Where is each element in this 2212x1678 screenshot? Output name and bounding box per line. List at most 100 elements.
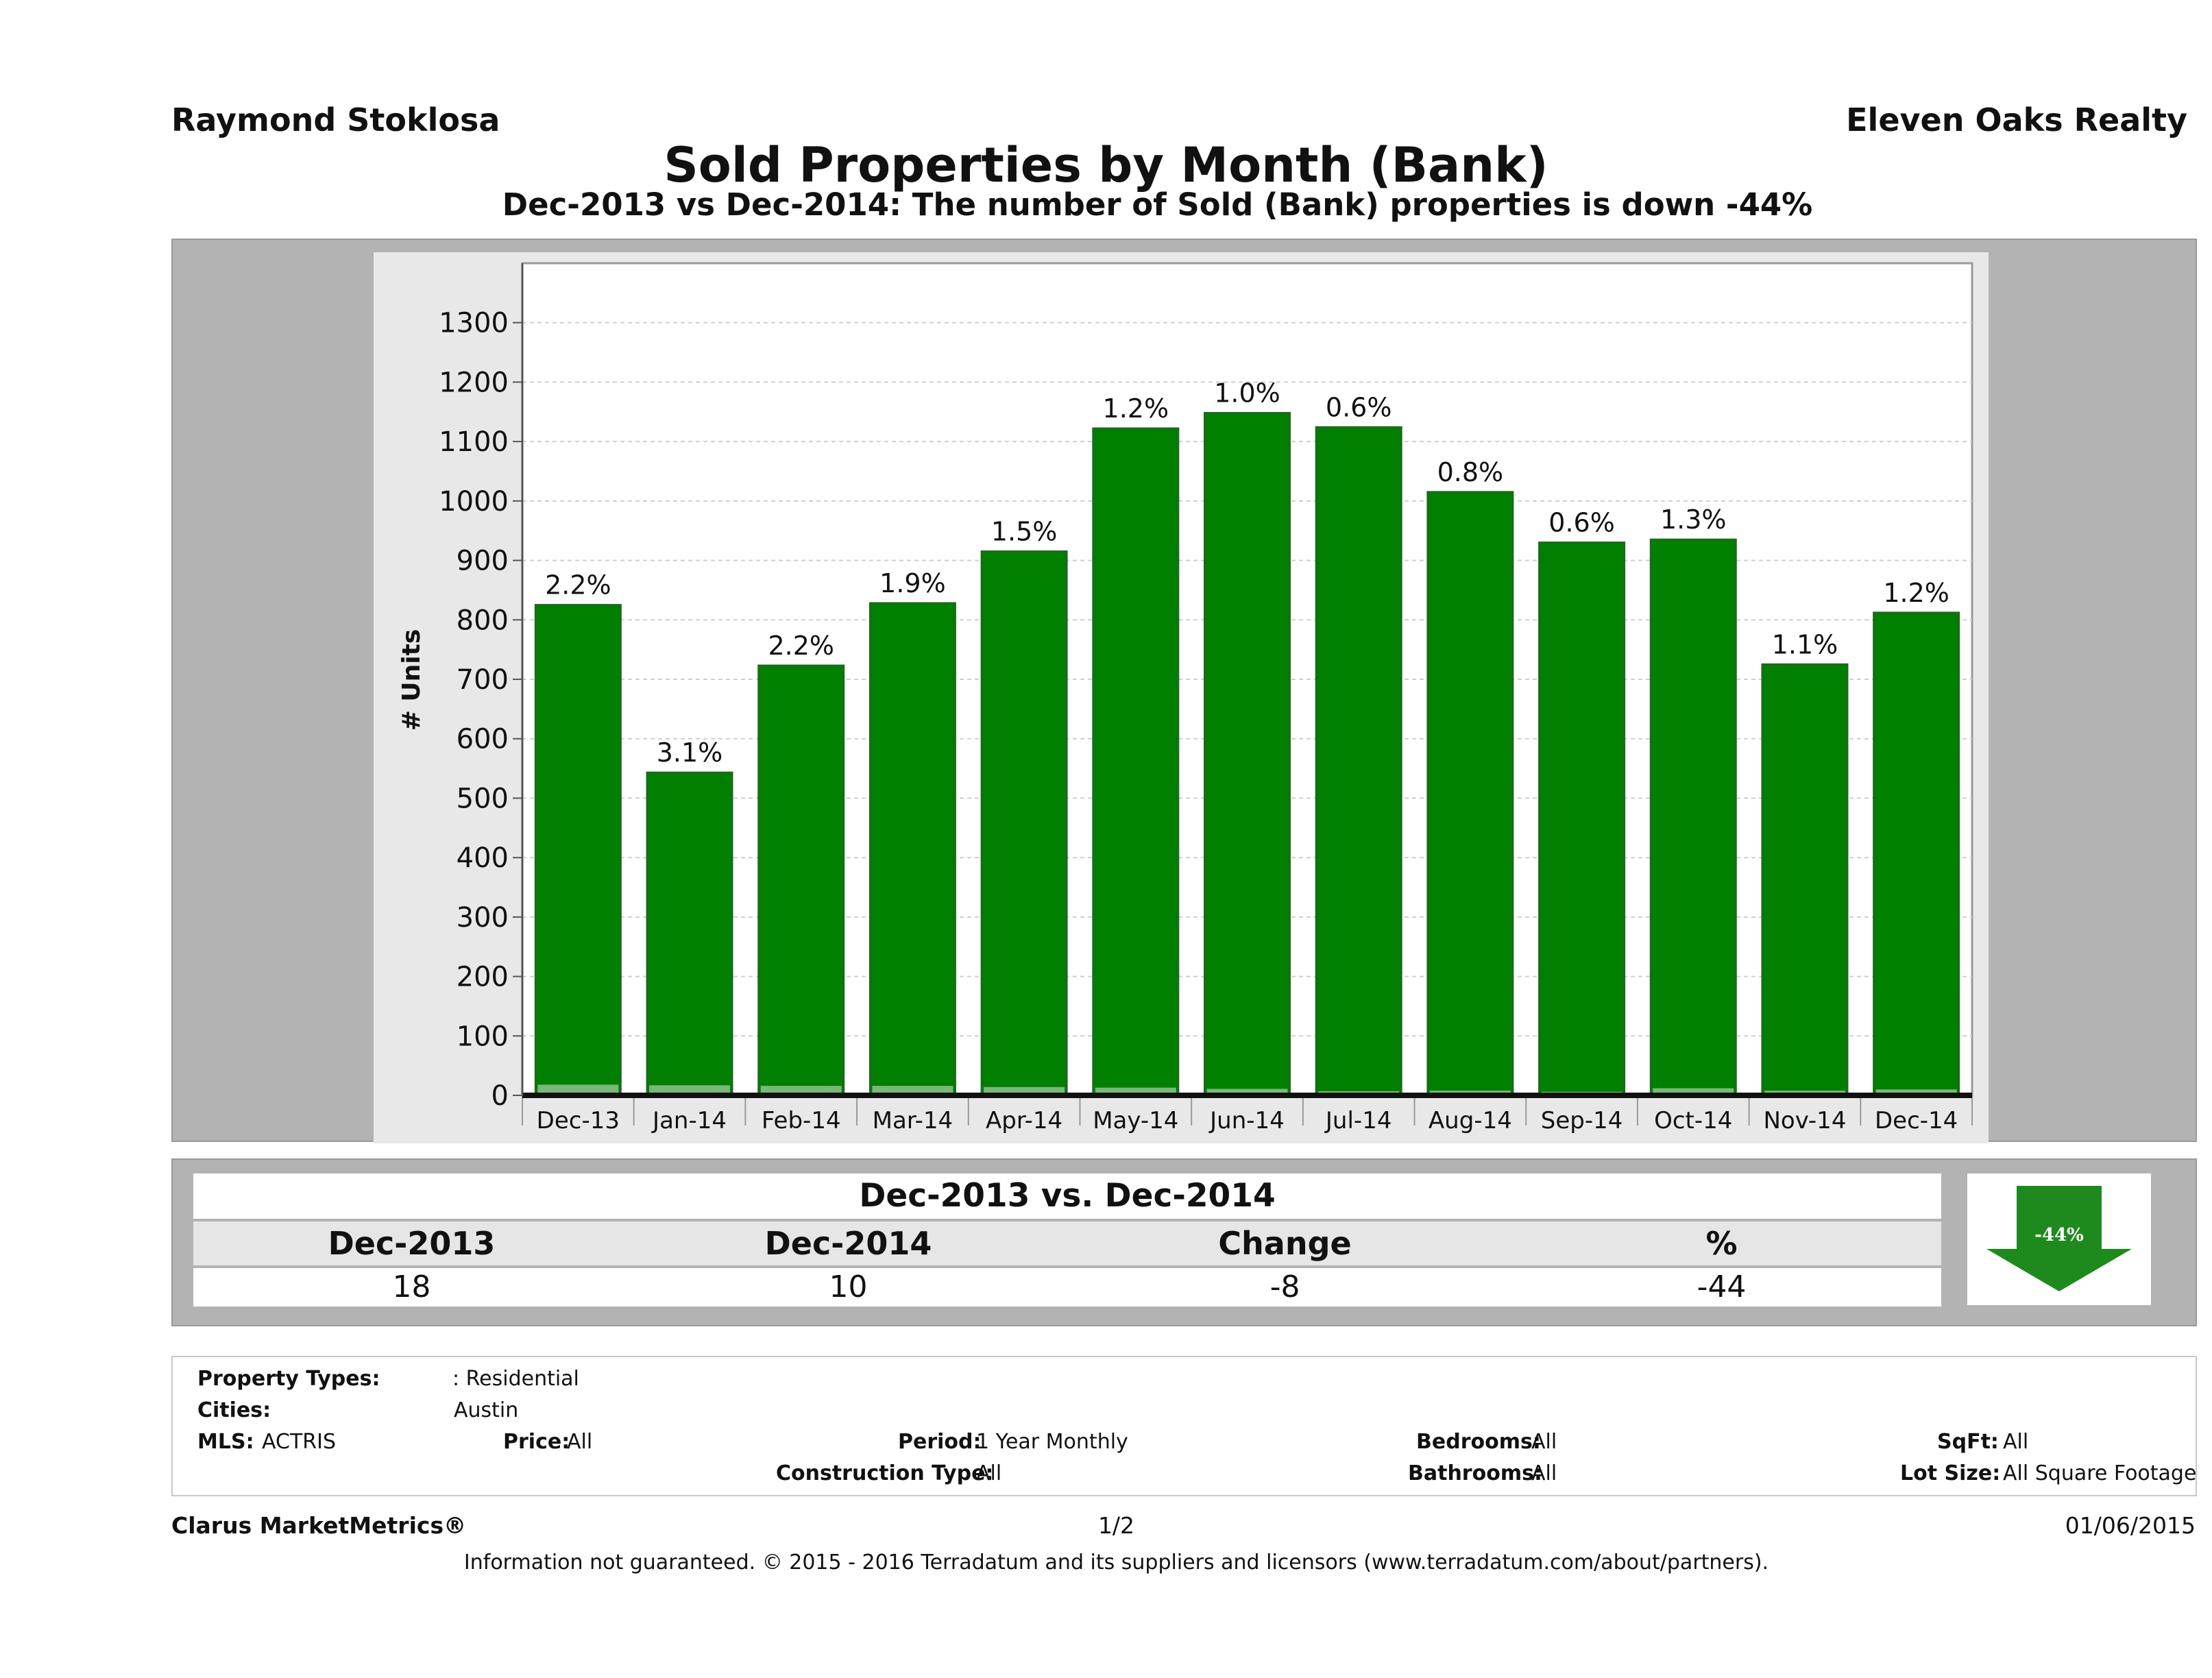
summary-header-change: Change <box>1218 1225 1352 1262</box>
mls-value: ACTRIS <box>262 1430 337 1454</box>
brokerage-name: Eleven Oaks Realty <box>1846 101 2187 138</box>
data-label: 1.9% <box>879 568 946 598</box>
data-label: 1.2% <box>1103 393 1169 424</box>
price-label: Price: <box>503 1430 570 1454</box>
x-tick-label: Feb-14 <box>762 1107 841 1134</box>
y-axis-label: # Units <box>398 629 426 731</box>
summary-title: Dec-2013 vs. Dec-2014 <box>193 1174 1941 1219</box>
down-arrow-shape <box>1986 1186 2132 1291</box>
cities-label: Cities: <box>197 1398 271 1422</box>
change-badge-label: -44% <box>2034 1225 2084 1245</box>
property-types-value: : Residential <box>452 1367 579 1391</box>
price-value: All <box>567 1430 593 1454</box>
x-tick-label: Jan-14 <box>651 1107 727 1134</box>
data-label: 1.5% <box>991 517 1058 547</box>
x-tick-label: May-14 <box>1093 1107 1178 1134</box>
data-label: 0.6% <box>1326 392 1392 422</box>
bar <box>646 771 733 1097</box>
x-tick-label: Dec-13 <box>537 1107 620 1134</box>
x-tick-label: Aug-14 <box>1429 1107 1512 1134</box>
disclaimer: Information not guaranteed. © 2015 - 201… <box>463 1551 1769 1574</box>
y-tick-label: 1200 <box>439 367 509 398</box>
cities-value: Austin <box>454 1398 519 1422</box>
bathrooms-label: Bathrooms: <box>1408 1461 1542 1485</box>
bedrooms-label: Bedrooms: <box>1416 1430 1541 1454</box>
summary-header-row: Dec-2013 Dec-2014 Change % <box>193 1221 1941 1265</box>
bar <box>1538 542 1626 1097</box>
summary-header-percent: % <box>1705 1225 1738 1262</box>
data-label: 3.1% <box>657 738 723 768</box>
construction-type-label: Construction Type: <box>776 1461 994 1485</box>
y-tick-label: 900 <box>457 546 509 577</box>
sqft-value: All <box>2003 1430 2029 1454</box>
data-label: 1.1% <box>1772 629 1838 659</box>
y-tick-label: 200 <box>457 962 509 993</box>
footer-brand: Clarus MarketMetrics® <box>171 1512 467 1539</box>
y-tick-label: 600 <box>457 724 509 755</box>
down-arrow-icon: -44% <box>1986 1186 2132 1291</box>
y-tick-label: 1300 <box>439 308 509 339</box>
data-label: 1.2% <box>1883 578 1949 608</box>
x-tick-label: Nov-14 <box>1763 1107 1846 1134</box>
y-tick-label: 800 <box>457 605 509 636</box>
data-label: 2.2% <box>545 570 611 600</box>
property-types-label: Property Types: <box>197 1367 380 1391</box>
summary-header-dec2013: Dec-2013 <box>328 1225 496 1262</box>
bathrooms-value: All <box>1531 1461 1557 1485</box>
bank-segment <box>1095 1087 1176 1095</box>
data-label: 2.2% <box>768 631 834 661</box>
bank-segment <box>1875 1089 1957 1095</box>
period-value: 1 Year Monthly <box>976 1430 1128 1454</box>
bedrooms-value: All <box>1531 1430 1557 1454</box>
y-tick-label: 1100 <box>439 426 509 458</box>
bar <box>1426 491 1514 1097</box>
report-filters: Property Types: : Residential Cities: Au… <box>171 1356 2197 1496</box>
bar <box>1873 611 1960 1097</box>
summary-value-dec2014: 10 <box>829 1269 868 1304</box>
lot-size-label: Lot Size: <box>1900 1461 2001 1485</box>
bar <box>980 550 1068 1097</box>
x-tick-label: Dec-14 <box>1875 1107 1958 1134</box>
summary-value-row: 18 10 -8 -44 <box>193 1268 1941 1306</box>
bar <box>1204 412 1291 1097</box>
bar <box>1092 427 1180 1097</box>
y-tick-label: 300 <box>457 902 509 934</box>
bar-chart: 0 100 200 300 400 500 600 700 800 900 1000 1100 1200… <box>398 262 1973 1134</box>
summary-value-percent: -44 <box>1697 1269 1747 1304</box>
agent-name: Raymond Stoklosa <box>171 101 500 138</box>
bank-segment <box>1206 1089 1288 1095</box>
period-label: Period: <box>898 1430 982 1454</box>
change-badge-box: -44% <box>1967 1174 2151 1305</box>
y-tick-label: 500 <box>457 783 509 814</box>
bank-segment <box>1653 1088 1734 1095</box>
x-tick-label: Jun-14 <box>1208 1107 1285 1134</box>
report-date: 01/06/2015 <box>2065 1512 2196 1539</box>
bar <box>757 664 845 1097</box>
x-tick-label: Oct-14 <box>1654 1107 1732 1134</box>
page-number: 1/2 <box>1097 1512 1135 1539</box>
summary-value-dec2013: 18 <box>392 1269 431 1304</box>
x-tick-label: Mar-14 <box>873 1107 953 1134</box>
y-tick-label: 0 <box>491 1080 509 1112</box>
y-tick-label: 100 <box>457 1021 509 1052</box>
y-tick-label: 700 <box>457 664 509 696</box>
lot-size-value: All Square Footage <box>2003 1461 2197 1485</box>
mls-label: MLS: <box>197 1430 254 1454</box>
bar <box>868 602 956 1097</box>
bar <box>1761 663 1849 1097</box>
summary-value-change: -8 <box>1269 1269 1300 1304</box>
data-label: 0.6% <box>1548 508 1615 538</box>
y-tick-label: 1000 <box>439 486 509 518</box>
sqft-label: SqFt: <box>1937 1430 1999 1454</box>
chart-title: Sold Properties by Month (Bank) <box>664 137 1548 193</box>
bar <box>1315 426 1402 1097</box>
y-tick-label: 400 <box>457 842 509 874</box>
x-tick-label: Jul-14 <box>1324 1107 1392 1134</box>
data-label: 1.0% <box>1214 378 1280 409</box>
x-tick-label: Sep-14 <box>1541 1107 1623 1134</box>
data-label: 0.8% <box>1437 457 1504 487</box>
data-label: 1.3% <box>1660 504 1727 535</box>
x-tick-label: Apr-14 <box>986 1107 1062 1134</box>
construction-type-value: All <box>976 1461 1002 1485</box>
summary-header-dec2014: Dec-2014 <box>764 1225 932 1262</box>
